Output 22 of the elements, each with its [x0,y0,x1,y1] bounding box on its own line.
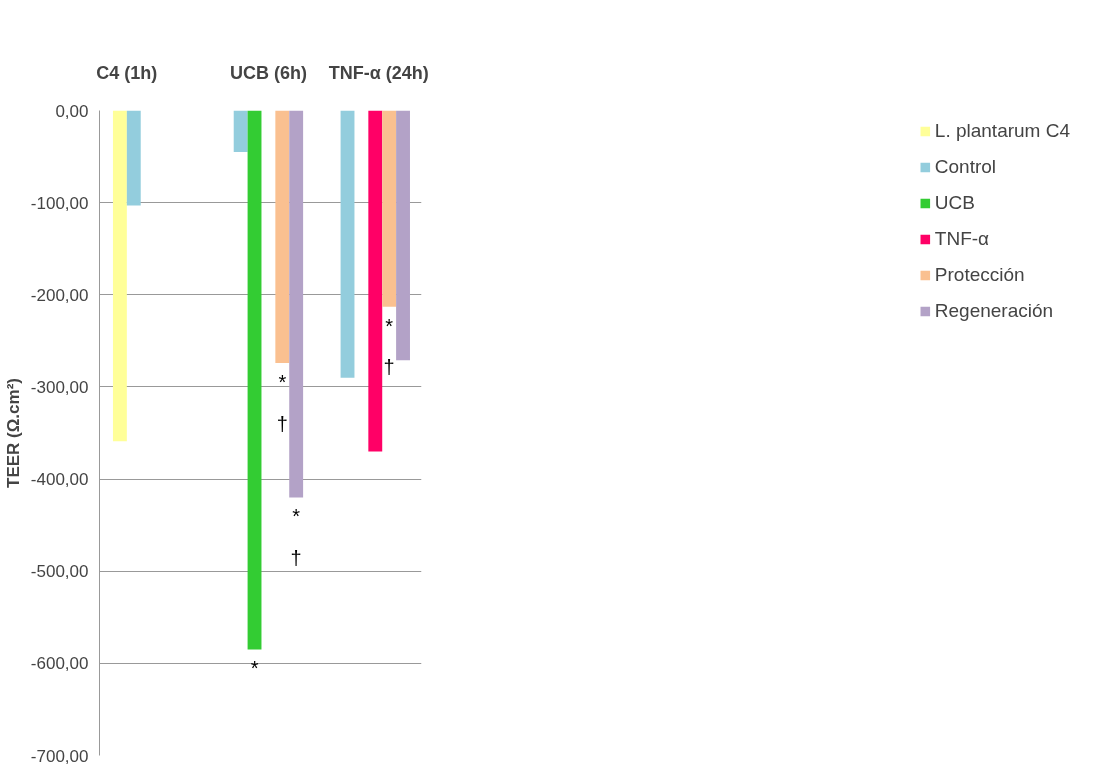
y-tick-label: -400,00 [30,470,89,490]
y-tick-label: 0,00 [55,101,89,121]
y-tick-label: -700,00 [30,746,89,766]
y-axis-title: TEER (Ω.cm²) [3,378,23,488]
x-tick-label: TNF-α (24h) [328,62,429,83]
legend-label: Protección [934,264,1025,286]
x-tick-label: UCB (6h) [229,62,307,83]
data-label: * [250,657,259,680]
data-label: * † [290,505,302,570]
data-label: * † [276,370,288,435]
legend-label: L. plantarum C4 [934,120,1070,142]
legend-label: Regeneración [934,300,1054,322]
y-tick-label: -100,00 [30,193,89,213]
x-tick-label: C4 (1h) [96,62,158,83]
y-tick-label: -500,00 [30,562,89,582]
data-label: * † [383,314,395,379]
y-tick-label: -200,00 [30,285,89,305]
legend-label: Control [934,156,997,178]
legend-label: UCB [934,192,975,214]
legend-label: TNF-α [934,228,990,250]
y-tick-label: -600,00 [30,654,89,674]
y-tick-label: -300,00 [30,377,89,397]
